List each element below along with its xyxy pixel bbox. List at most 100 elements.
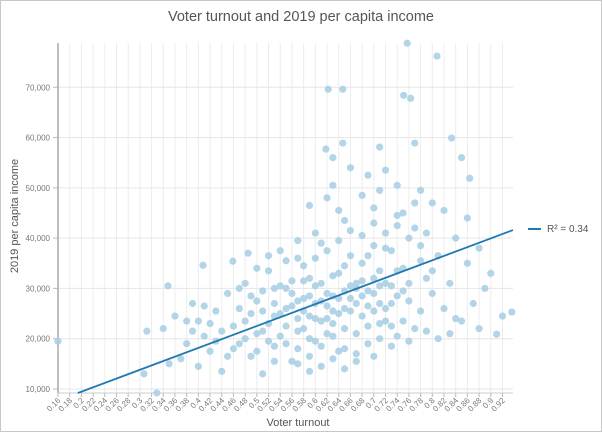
data-point [317, 362, 325, 370]
data-point [311, 282, 319, 290]
data-point [387, 322, 395, 330]
data-point [358, 277, 366, 285]
data-point [218, 367, 226, 375]
y-tick-label: 50,000 [26, 184, 51, 193]
data-point [218, 327, 226, 335]
data-point [323, 289, 331, 298]
data-point [405, 234, 413, 242]
data-point [400, 91, 408, 99]
y-axis-label: 2019 per capita income [9, 159, 21, 273]
data-point [294, 237, 302, 245]
data-point [407, 94, 415, 102]
data-point [188, 327, 197, 335]
data-point [387, 282, 395, 290]
data-point [212, 307, 220, 315]
y-tick-label: 70,000 [26, 83, 51, 92]
data-point [405, 337, 413, 345]
data-point [376, 186, 384, 194]
data-point [282, 257, 290, 265]
data-point [339, 139, 347, 147]
data-point [294, 297, 302, 305]
data-point [340, 304, 349, 313]
data-point [364, 302, 372, 310]
data-point [422, 327, 431, 335]
data-point [311, 254, 319, 262]
data-point [346, 307, 355, 315]
data-point [317, 279, 325, 287]
data-point [171, 312, 179, 320]
data-point [199, 261, 207, 269]
data-point [329, 332, 337, 340]
data-point [288, 277, 296, 285]
y-tick-label: 30,000 [26, 284, 51, 293]
data-point [294, 254, 302, 262]
data-point [224, 352, 232, 360]
data-point [329, 307, 337, 315]
data-point [358, 292, 366, 300]
data-point [294, 314, 302, 323]
data-point [235, 304, 243, 313]
data-point [244, 249, 252, 257]
data-point [294, 327, 302, 335]
data-point [433, 52, 441, 60]
data-point [393, 181, 401, 189]
data-point [422, 229, 431, 237]
data-point [324, 85, 332, 93]
data-point [358, 232, 366, 240]
data-point [329, 355, 337, 363]
data-point [294, 345, 302, 353]
data-point [370, 274, 378, 282]
data-point [206, 320, 214, 328]
data-point [370, 204, 378, 212]
data-point [416, 242, 425, 250]
data-point [340, 216, 349, 225]
legend[interactable]: R² = 0.34 [528, 224, 589, 235]
data-point [340, 365, 349, 373]
data-point [452, 314, 460, 323]
data-point [452, 234, 460, 242]
data-point [411, 224, 419, 232]
data-point [487, 269, 495, 277]
data-point [264, 252, 273, 260]
data-point [270, 357, 278, 365]
data-point [399, 287, 407, 295]
data-point [399, 317, 407, 325]
data-point [177, 355, 185, 363]
data-point [305, 292, 314, 300]
data-point [364, 252, 372, 260]
data-point [276, 332, 284, 340]
data-point [270, 284, 278, 293]
data-point [376, 282, 384, 290]
data-point [241, 279, 249, 287]
data-point [300, 262, 308, 270]
data-point [352, 330, 360, 338]
data-point [364, 171, 372, 179]
y-tick-label: 20,000 [26, 335, 51, 344]
data-point [288, 357, 296, 365]
data-point [381, 317, 390, 325]
data-point [411, 325, 419, 333]
x-axis-label: Voter turnout [267, 417, 330, 429]
legend-label: R² = 0.34 [547, 224, 589, 235]
data-point [311, 229, 319, 237]
data-point [183, 340, 191, 348]
data-point [305, 274, 314, 282]
trendline [77, 229, 514, 394]
data-point [229, 322, 238, 330]
x-tick-label: 0.92 [490, 396, 508, 414]
axes: 0.160.180.20.220.240.260.280.30.320.340.… [26, 43, 513, 413]
data-point [329, 154, 337, 162]
data-point [340, 262, 349, 270]
data-point [370, 352, 378, 360]
data-point [434, 335, 442, 343]
data-point [247, 352, 255, 360]
data-point [200, 302, 208, 310]
data-point [323, 314, 331, 323]
data-point [428, 199, 436, 207]
data-point [381, 304, 390, 313]
data-point [143, 327, 151, 335]
data-point [317, 317, 325, 325]
data-point [322, 145, 330, 153]
data-point [288, 289, 296, 298]
data-point [288, 302, 296, 310]
